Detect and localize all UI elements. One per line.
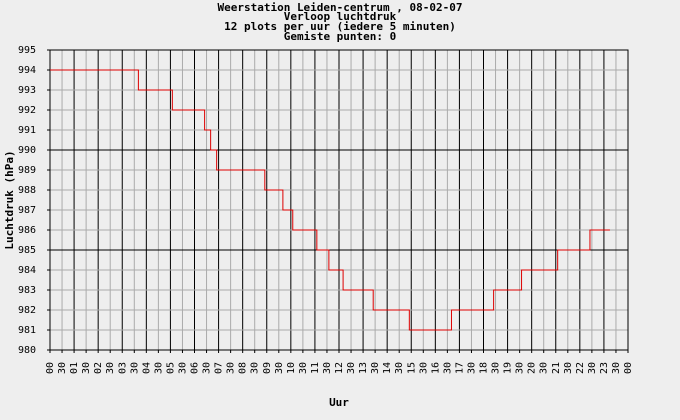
y-tick-label: 990 <box>18 145 36 156</box>
x-tick-label: 30 <box>515 362 526 374</box>
x-tick-label: 30 <box>177 362 188 374</box>
x-tick-label: 30 <box>129 362 140 374</box>
x-axis-label: Uur <box>329 396 349 409</box>
x-tick-label: 30 <box>202 362 213 374</box>
x-tick-label: 30 <box>587 362 598 374</box>
y-tick-label: 991 <box>18 125 36 136</box>
x-tick-label: 08 <box>238 362 249 374</box>
y-tick-label: 992 <box>18 105 36 116</box>
x-tick-label: 09 <box>262 362 273 374</box>
y-axis-label: Luchtdruk (hPa) <box>3 150 16 249</box>
y-tick-label: 987 <box>18 205 36 216</box>
data-line <box>50 69 610 331</box>
chart-title: 12 plots per uur (iedere 5 minuten) <box>224 20 456 33</box>
x-tick-label: 30 <box>105 362 116 374</box>
x-tick-label: 30 <box>394 362 405 374</box>
x-tick-label: 21 <box>551 362 562 374</box>
x-tick-label: 01 <box>69 362 80 374</box>
plot-frame <box>49 49 629 351</box>
x-tick-label: 18 <box>479 362 490 374</box>
x-tick-label: 30 <box>466 362 477 374</box>
y-tick-label: 983 <box>18 285 36 296</box>
x-tick-label: 13 <box>358 362 369 374</box>
x-tick-label: 30 <box>226 362 237 374</box>
x-tick-label: 30 <box>491 362 502 374</box>
x-tick-label: 11 <box>310 362 321 374</box>
x-tick-label: 30 <box>57 362 68 374</box>
x-tick-label: 05 <box>165 362 176 374</box>
y-tick-label: 988 <box>18 185 36 196</box>
x-tick-label: 23 <box>599 362 610 374</box>
x-tick-label: 30 <box>322 362 333 374</box>
y-tick-label: 994 <box>18 65 36 76</box>
x-tick-label: 16 <box>430 362 441 374</box>
x-tick-label: 30 <box>346 362 357 374</box>
x-tick-label: 03 <box>117 362 128 374</box>
x-tick-label: 30 <box>563 362 574 374</box>
x-tick-label: 30 <box>81 362 92 374</box>
y-tick-label: 980 <box>18 345 36 356</box>
chart-title: Verloop luchtdruk <box>284 10 397 23</box>
x-tick-label: 22 <box>575 362 586 374</box>
x-tick-label: 00 <box>623 362 634 374</box>
y-tick-label: 993 <box>18 85 36 96</box>
x-tick-label: 30 <box>153 362 164 374</box>
x-tick-label: 12 <box>334 362 345 374</box>
x-tick-label: 30 <box>611 362 622 374</box>
x-tick-label: 19 <box>503 362 514 374</box>
x-tick-label: 30 <box>370 362 381 374</box>
y-tick-label: 995 <box>18 45 36 56</box>
x-tick-label: 07 <box>214 362 225 374</box>
y-tick-label: 981 <box>18 325 36 336</box>
y-tick-label: 989 <box>18 165 36 176</box>
x-tick-label: 06 <box>190 362 201 374</box>
y-tick-label: 986 <box>18 225 36 236</box>
x-tick-label: 00 <box>45 362 56 374</box>
y-tick-label: 982 <box>18 305 36 316</box>
x-tick-label: 02 <box>93 362 104 374</box>
x-tick-label: 04 <box>141 362 152 374</box>
x-tick-label: 14 <box>382 362 393 374</box>
chart-title: Gemiste punten: 0 <box>284 30 397 43</box>
x-tick-label: 30 <box>539 362 550 374</box>
x-tick-label: 30 <box>418 362 429 374</box>
x-tick-label: 30 <box>274 362 285 374</box>
x-tick-label: 30 <box>250 362 261 374</box>
x-tick-label: 15 <box>406 362 417 374</box>
y-tick-label: 984 <box>18 265 36 276</box>
x-tick-label: 10 <box>286 362 297 374</box>
x-tick-label: 30 <box>298 362 309 374</box>
x-tick-label: 17 <box>454 362 465 374</box>
x-tick-label: 30 <box>442 362 453 374</box>
x-tick-label: 20 <box>527 362 538 374</box>
chart-title: Weerstation Leiden-centrum , 08-02-07 <box>217 1 462 14</box>
y-tick-label: 985 <box>18 245 36 256</box>
